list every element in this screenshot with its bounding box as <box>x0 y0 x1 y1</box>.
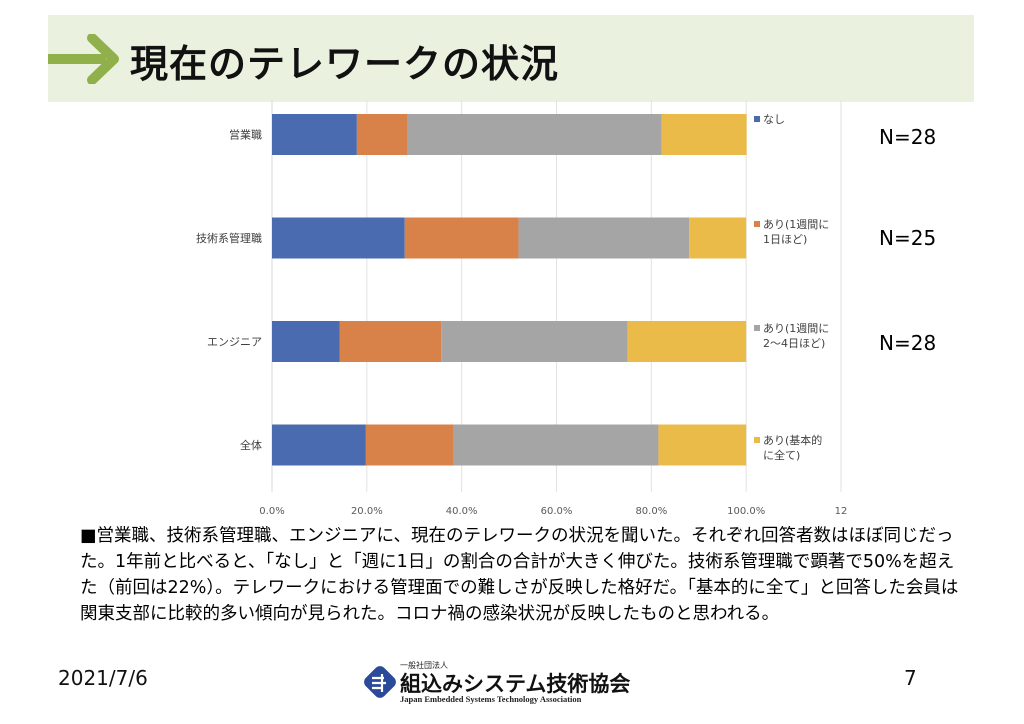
x-tick-label: 60.0% <box>541 506 573 517</box>
bar-segment <box>453 424 659 466</box>
sample-size-label: N=28 <box>879 125 936 149</box>
bar-segment <box>518 217 690 259</box>
arrow-right-icon <box>48 34 119 84</box>
legend-label: あり(1週間に <box>763 218 829 231</box>
bar-segment <box>272 424 366 466</box>
bars <box>272 114 747 466</box>
x-tick-labels: 0.0% 20.0% 40.0% 60.0% 80.0% 100.0% 12 <box>259 506 847 517</box>
category-label: エンジニア <box>207 336 262 349</box>
legend-label: に全て) <box>763 448 800 462</box>
bar-segment <box>689 217 747 259</box>
sample-size-label: N=25 <box>879 226 936 250</box>
bar-segment <box>272 217 405 259</box>
x-tick-label: 12 <box>835 506 848 517</box>
bar-segment <box>661 114 747 155</box>
category-label: 技術系管理職 <box>196 231 262 245</box>
category-label: 全体 <box>240 438 262 452</box>
bar-segment <box>627 321 747 362</box>
bar-segment <box>404 217 519 259</box>
legend-label: あり(基本的 <box>763 433 822 447</box>
jasa-logo-icon <box>364 666 396 698</box>
page-title: 現在のテレワークの状況 <box>130 42 560 86</box>
legend-label: 2〜4日ほど) <box>763 337 825 350</box>
legend-label: あり(1週間に <box>763 322 829 335</box>
logo-english-name: Japan Embedded Systems Technology Associ… <box>400 694 582 704</box>
x-tick-label: 40.0% <box>446 506 478 517</box>
title-band <box>48 15 974 102</box>
legend-swatch <box>754 116 760 122</box>
logo-subtitle: 一般社団法人 <box>400 661 448 670</box>
n-annotations: N=28 N=25 N=28 <box>879 125 936 355</box>
footer-date: 2021/7/6 <box>58 666 148 690</box>
category-label: 営業職 <box>229 128 262 142</box>
bar-segment <box>272 321 340 362</box>
bar-segment <box>407 114 662 155</box>
legend-swatch <box>754 437 760 443</box>
organization-logo: 一般社団法人 組込みシステム技術協会 Japan Embedded System… <box>362 660 632 706</box>
bar-segment <box>365 424 454 466</box>
page-number: 7 <box>904 666 917 690</box>
x-tick-label: 20.0% <box>351 506 383 517</box>
legend-label: 1日ほど) <box>763 233 807 246</box>
sample-size-label: N=28 <box>879 331 936 355</box>
bar-segment <box>441 321 628 362</box>
legend-swatch <box>754 325 760 331</box>
logo-name: 組込みシステム技術協会 <box>400 672 631 696</box>
description-text: ■営業職、技術系管理職、エンジニアに、現在のテレワークの状況を聞いた。それぞれ回… <box>80 526 959 624</box>
bar-segment <box>272 114 357 155</box>
bar-segment <box>356 114 408 155</box>
legend-swatch <box>754 221 760 227</box>
legend-label: なし <box>763 113 785 126</box>
x-tick-label: 100.0% <box>727 506 765 517</box>
x-tick-label: 0.0% <box>259 506 284 517</box>
bar-segment <box>658 424 747 466</box>
bar-segment <box>339 321 442 362</box>
x-tick-label: 80.0% <box>635 506 667 517</box>
